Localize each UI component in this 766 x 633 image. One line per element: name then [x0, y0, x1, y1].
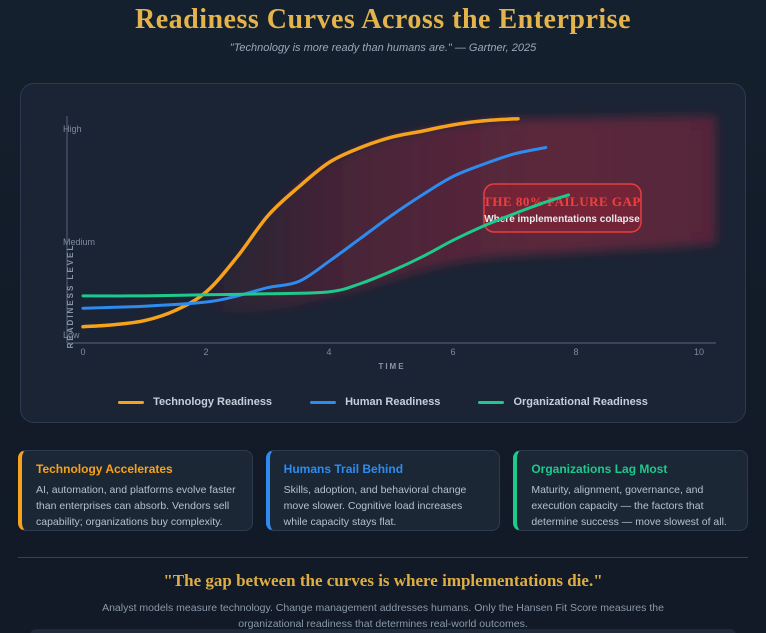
card-organizations-lag-most: Organizations Lag Most Maturity, alignme… — [513, 450, 749, 531]
chart-legend: Technology Readiness Human Readiness Org… — [21, 388, 745, 416]
card-body: Skills, adoption, and behavioral change … — [283, 484, 467, 528]
page-subtitle: "Technology is more ready than humans ar… — [229, 42, 537, 54]
human-legend-dash-icon — [310, 400, 337, 404]
x-axis-label: TIME — [378, 362, 405, 371]
y-axis-label: READINESS LEVEL — [66, 244, 75, 349]
x-tick-4: 4 — [326, 347, 331, 357]
card-humans-trail-behind: Humans Trail Behind Skills, adoption, an… — [265, 450, 501, 531]
legend-label-human: Human Readiness — [345, 396, 441, 408]
x-tick-6: 6 — [450, 347, 455, 357]
organizational-legend-dash-icon — [478, 400, 505, 404]
failure-gap-region — [205, 116, 716, 313]
legend-item-organizational: Organizational Readiness — [478, 396, 648, 408]
card-body: AI, automation, and platforms evolve fas… — [36, 484, 236, 528]
x-tick-0: 0 — [80, 347, 85, 357]
next-section-edge — [30, 629, 736, 633]
failure-gap-subtitle: Where implementations collapse — [484, 214, 640, 225]
x-tick-10: 10 — [694, 347, 704, 357]
insight-cards-row: Technology Accelerates AI, automation, a… — [18, 450, 749, 531]
readiness-chart: High Medium Low 0 2 4 6 8 10 TIME READIN… — [63, 116, 716, 371]
card-body: Maturity, alignment, governance, and exe… — [531, 484, 727, 528]
technology-readiness-curve — [81, 116, 520, 329]
card-title: Humans Trail Behind — [283, 462, 404, 476]
legend-item-technology: Technology Readiness — [118, 396, 272, 408]
x-tick-8: 8 — [573, 347, 578, 357]
footer-quote: "The gap between the curves is where imp… — [163, 571, 603, 590]
legend-item-human: Human Readiness — [310, 396, 440, 408]
card-technology-accelerates: Technology Accelerates AI, automation, a… — [18, 450, 253, 531]
y-tick-medium: Medium — [63, 237, 95, 247]
card-title: Organizations Lag Most — [531, 462, 668, 476]
legend-label-technology: Technology Readiness — [153, 396, 273, 408]
footer-text: Analyst models measure technology. Chang… — [102, 602, 664, 630]
page-title: Readiness Curves Across the Enterprise — [134, 4, 631, 35]
human-readiness-curve — [81, 146, 548, 310]
y-tick-high: High — [63, 124, 82, 134]
technology-legend-dash-icon — [118, 400, 145, 404]
footer-divider — [18, 557, 748, 558]
card-title: Technology Accelerates — [36, 462, 173, 476]
y-tick-low: Low — [63, 330, 80, 340]
x-tick-2: 2 — [203, 347, 208, 357]
failure-gap-title: THE 80% FAILURE GAP — [483, 194, 641, 209]
legend-label-organizational: Organizational Readiness — [513, 396, 648, 408]
organizational-readiness-curve — [81, 193, 571, 298]
failure-gap-annotation: THE 80% FAILURE GAP Where implementation… — [483, 183, 642, 233]
readiness-chart-panel: High Medium Low 0 2 4 6 8 10 TIME READIN… — [20, 83, 746, 423]
